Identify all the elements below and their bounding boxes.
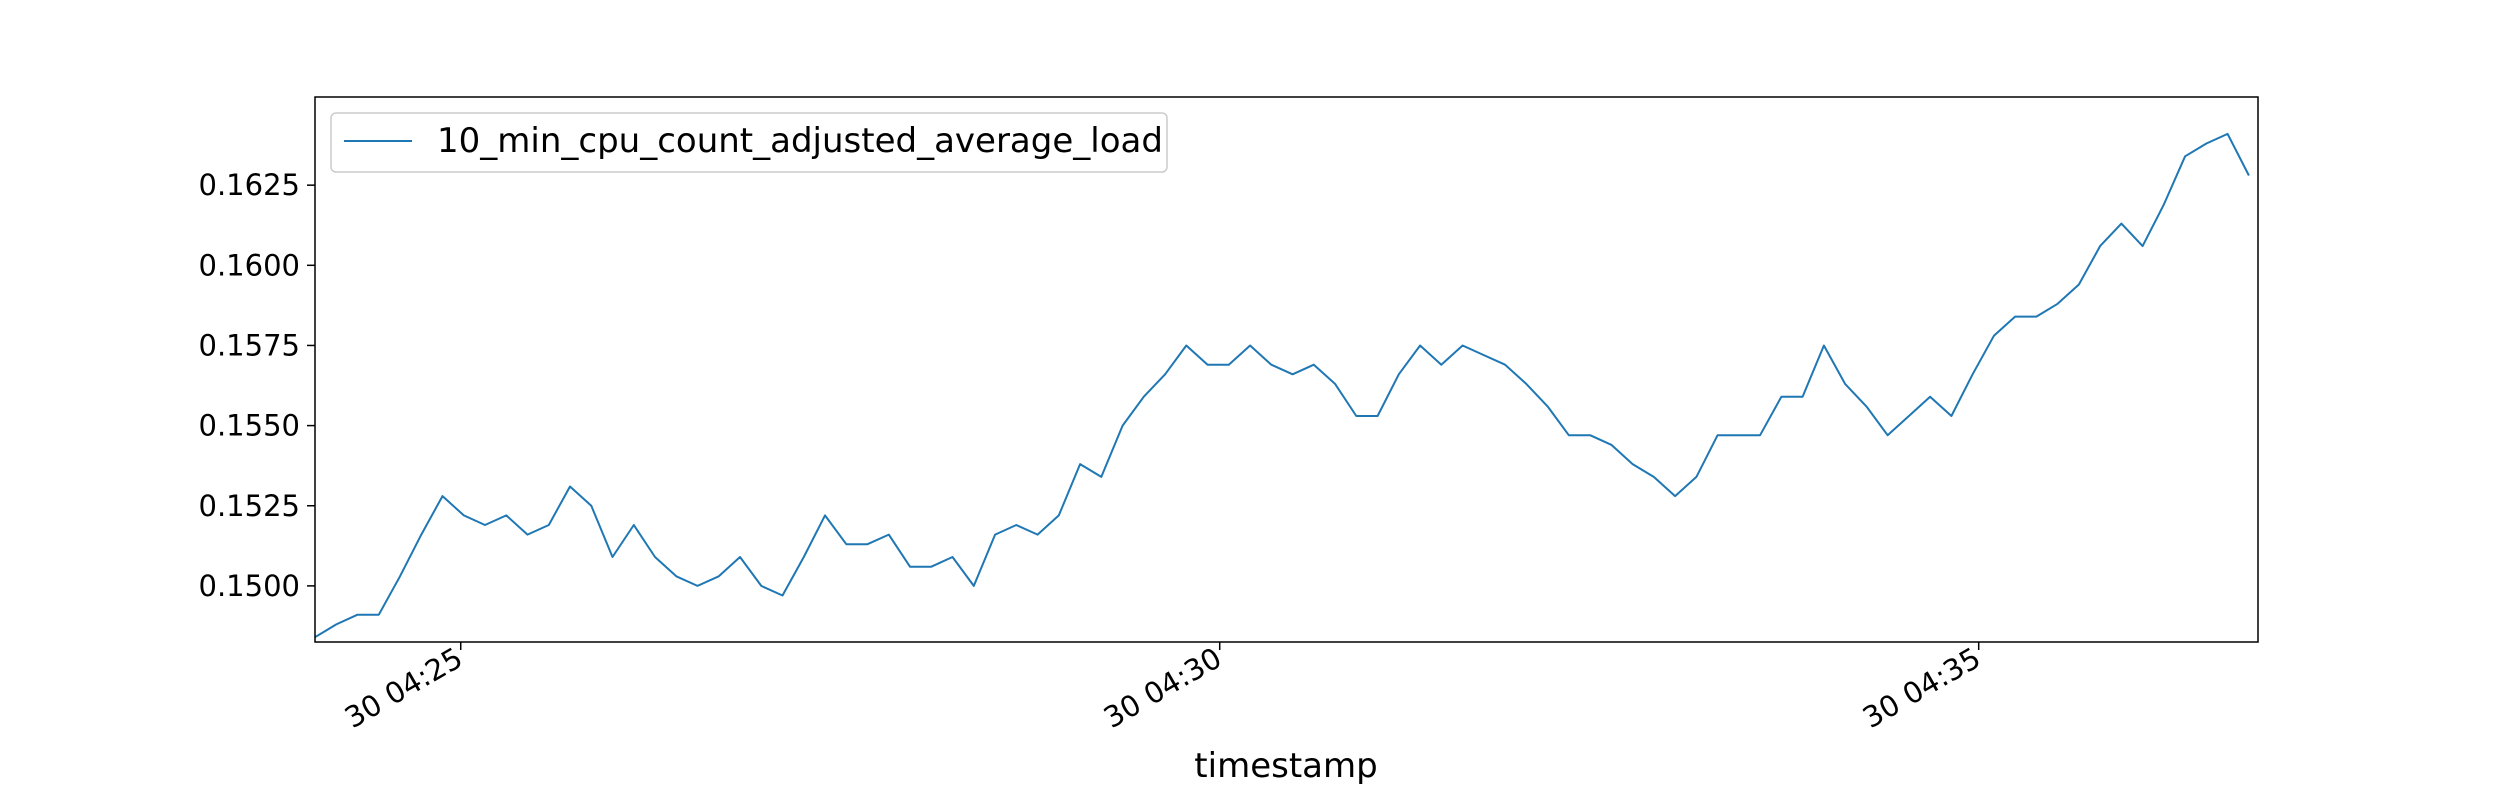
x-tick-label: 30 04:30 [1098,641,1227,735]
plot-area [314,96,2259,643]
y-axis: 0.1500 0.1525 0.1550 0.1575 0.1600 0.1625 [199,168,315,603]
x-axis: 30 04:25 30 04:30 30 04:35 [339,641,1986,735]
series-line-cpu-load [314,132,2250,639]
x-tick-label: 30 04:35 [1857,641,1986,735]
y-tick-label: 0.1525 [199,489,300,523]
y-tick-label: 0.1575 [199,328,300,362]
legend: 10_min_cpu_count_adjusted_average_load [330,112,1168,173]
y-tick-label: 0.1500 [199,569,300,603]
y-tick-label: 0.1550 [199,409,300,443]
y-tick-label: 0.1625 [199,168,300,202]
legend-entry-label: 10_min_cpu_count_adjusted_average_load [437,121,1163,161]
x-axis-title: timestamp [1194,746,1377,786]
plot-frame [314,96,2259,643]
x-tick-label: 30 04:25 [339,641,468,735]
y-tick-label: 0.1600 [199,248,300,282]
legend-box [330,112,1168,173]
